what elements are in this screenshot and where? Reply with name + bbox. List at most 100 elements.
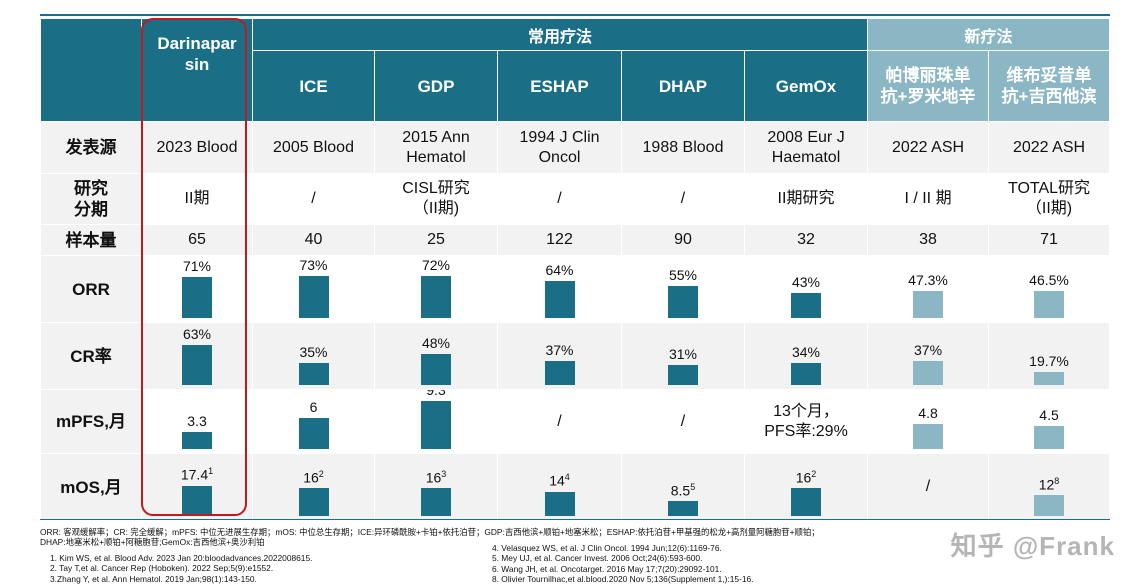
mpfs-chart-cell: 9.3: [374, 389, 498, 454]
orr-chart-cell: 43%: [743, 255, 869, 323]
sample-cell: 90: [621, 224, 745, 256]
orr-data-label: 55%: [668, 267, 698, 284]
mpfs-data-label: 4.5: [1039, 406, 1059, 423]
phase-cell: /: [252, 173, 375, 225]
cr-data-label: 35%: [299, 343, 328, 360]
reference-item: 8. Olivier Tournilhac,et al.blood.2020 N…: [492, 574, 754, 585]
mos-chart-cell: /: [867, 453, 990, 521]
phase-cell: /: [497, 173, 622, 225]
references-right: 4. Velasquez WS, et al. J Clin Oncol. 19…: [492, 543, 754, 585]
mos-data-label: 17.41: [180, 466, 214, 483]
reference-item: 2. Tay T,et al. Cancer Rep (Hoboken). 20…: [50, 563, 274, 574]
mos-bar: [544, 491, 575, 516]
orr-data-label: 73%: [299, 256, 328, 273]
mos-chart-cell: 144: [497, 453, 622, 521]
column-header-dhap: DHAP: [621, 50, 745, 122]
mos-bar: [791, 488, 821, 516]
mpfs-bar: [913, 424, 944, 449]
sample-cell: 71: [988, 224, 1111, 256]
mpfs-bar: [421, 400, 451, 449]
cr-chart-cell: 35%: [252, 322, 375, 390]
source-cell: 2008 Eur J Haematol: [743, 121, 869, 174]
cr-data-label: 37%: [545, 342, 574, 359]
corner-cell: [40, 18, 142, 122]
phase-cell: II期: [141, 173, 253, 225]
reference-item: 3.Zhang Y, et al. Ann Hematol. 2019 Jan;…: [50, 573, 257, 584]
pembro-header-line1: 帕博丽珠单: [885, 66, 971, 85]
sample-cell: 40: [252, 224, 375, 256]
reference-item: 4. Velasquez WS, et al. J Clin Oncol. 19…: [492, 543, 722, 553]
cr-data-label: 34%: [791, 344, 821, 361]
mpfs-chart-cell: /: [497, 389, 622, 454]
watermark: 知乎 @Frank: [950, 531, 1115, 561]
row-label-cr: CR率: [40, 322, 142, 390]
cr-bar: [182, 344, 212, 385]
orr-chart-cell: 47.3%: [867, 255, 990, 323]
sample-cell: 25: [374, 224, 498, 256]
orr-data-label: 64%: [545, 261, 574, 278]
orr-chart-cell: 55%: [621, 255, 745, 323]
orr-chart-cell: 73%: [252, 255, 375, 323]
mpfs-text-value: /: [557, 412, 562, 430]
cr-bar: [668, 365, 698, 385]
cr-data-label: 19.7%: [1029, 353, 1069, 370]
darinaparsin-header-line2: sin: [184, 55, 210, 74]
phase-cell: TOTAL研究 （II期): [988, 173, 1111, 225]
sample-cell: 32: [743, 224, 869, 256]
orr-bar: [421, 276, 451, 318]
mpfs-bar: [1034, 425, 1065, 449]
orr-data-label: 47.3%: [908, 271, 948, 288]
mpfs-data-label: 6: [309, 399, 318, 415]
mpfs-chart-cell: 6: [252, 389, 375, 454]
phase-cell: I / II 期: [867, 173, 990, 225]
cr-chart-cell: 31%: [621, 322, 745, 390]
mos-data-label: 144: [549, 472, 570, 489]
cr-bar: [791, 363, 821, 385]
mpfs-chart-cell: 13个月， PFS率:29%: [743, 389, 869, 454]
orr-chart-cell: 64%: [497, 255, 622, 323]
top-rule: [40, 14, 1110, 16]
orr-chart-cell: 72%: [374, 255, 498, 323]
cr-chart-cell: 34%: [743, 322, 869, 390]
column-header-darinaparsin: Darinapar sin: [141, 18, 253, 122]
column-header-bv-gemcitabine: 维布妥昔单 抗+吉西他滨: [988, 50, 1111, 122]
mpfs-chart-cell: 3.3: [141, 389, 253, 454]
cr-data-label: 31%: [668, 346, 698, 363]
orr-data-label: 72%: [421, 257, 451, 274]
column-header-eshap: ESHAP: [497, 50, 622, 122]
reference-item: 1. Kim WS, et al. Blood Adv. 2023 Jan 20…: [50, 553, 313, 563]
orr-bar: [668, 286, 698, 318]
row-label-mos: mOS,月: [40, 453, 142, 521]
mpfs-chart-cell: /: [621, 389, 745, 454]
row-label-phase: 研究 分期: [40, 173, 142, 225]
row-label-orr: ORR: [40, 255, 142, 323]
group-header-standard: 常用疗法: [251, 18, 869, 51]
mos-chart-cell: 128: [988, 453, 1111, 521]
orr-bar: [913, 290, 944, 318]
orr-bar: [544, 280, 575, 318]
source-cell: 2022 ASH: [867, 121, 990, 174]
column-header-gemox: GemOx: [743, 50, 869, 122]
cr-data-label: 48%: [421, 335, 451, 352]
sample-cell: 38: [867, 224, 990, 256]
mpfs-bar: [298, 418, 329, 449]
mpfs-data-label: 4.8: [918, 405, 938, 422]
abbreviations-line-2: DHAP:地塞米松+顺铂+阿糖胞苷;GemOx:吉西他滨+奥沙利铂: [40, 537, 265, 548]
mos-bar: [668, 501, 698, 516]
mos-chart-cell: 8.55: [621, 453, 745, 521]
orr-bar: [182, 276, 212, 318]
mos-data-label: 8.55: [670, 481, 696, 499]
source-cell: 2005 Blood: [252, 121, 375, 174]
cr-data-label: 63%: [182, 325, 212, 342]
darinaparsin-header-line1: Darinapar: [157, 34, 237, 53]
column-header-ice: ICE: [252, 50, 375, 122]
cr-chart-cell: 19.7%: [988, 322, 1111, 390]
bottom-rule: [40, 519, 1110, 520]
source-cell: 2022 ASH: [988, 121, 1111, 174]
mpfs-text-value: 13个月， PFS率:29%: [764, 402, 848, 440]
sample-cell: 65: [141, 224, 253, 256]
mos-data-label: 163: [425, 468, 447, 486]
mpfs-chart-cell: 4.8: [867, 389, 990, 454]
mpfs-text-value: /: [680, 412, 686, 430]
mos-chart-cell: 162: [252, 453, 375, 521]
